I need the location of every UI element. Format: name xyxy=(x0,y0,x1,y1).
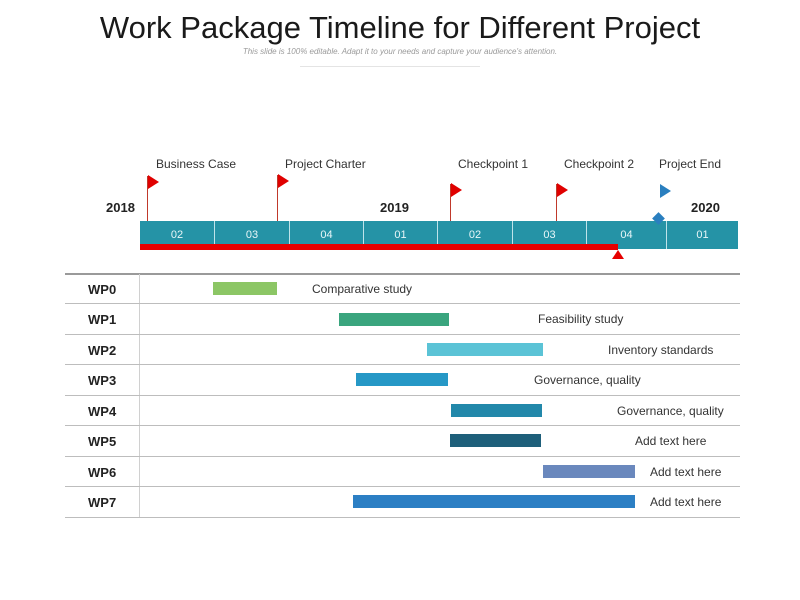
wp-task-wp1: Feasibility study xyxy=(538,312,624,326)
flag-pole xyxy=(147,176,148,221)
quarter-cell: 03 xyxy=(512,221,586,249)
progress-marker-icon xyxy=(612,250,624,259)
row-divider xyxy=(65,334,740,335)
row-divider xyxy=(65,425,740,426)
milestone-label-checkpoint-1: Checkpoint 1 xyxy=(458,157,529,171)
milestone-label-project-end: Project End xyxy=(659,157,722,171)
wp-label-wp7: WP7 xyxy=(88,495,117,510)
wp-task-wp2: Inventory standards xyxy=(608,343,714,357)
wp-bar-wp6 xyxy=(543,465,635,478)
wp-bar-wp7 xyxy=(353,495,635,508)
wp-bar-wp3 xyxy=(356,373,448,386)
flag-pole xyxy=(450,184,451,221)
wp-task-wp6: Add text here xyxy=(650,465,722,479)
quarter-cell: 02 xyxy=(437,221,512,249)
wp-task-wp7: Add text here xyxy=(650,495,722,509)
row-divider xyxy=(65,486,740,487)
quarter-cell: 04 xyxy=(586,221,666,249)
quarter-cell: 03 xyxy=(214,221,289,249)
wp-task-wp4: Governance, quality xyxy=(617,404,724,418)
flag-pole xyxy=(556,184,557,221)
table-bottom-border xyxy=(65,517,740,518)
wp-bar-wp4 xyxy=(451,404,542,417)
progress-bar xyxy=(140,244,618,250)
year-label-2020: 2020 xyxy=(691,200,720,215)
milestone-label-business-case: Business Case xyxy=(156,157,237,171)
flag-pole xyxy=(277,175,278,221)
quarter-cell: 01 xyxy=(363,221,437,249)
wp-bar-wp5 xyxy=(450,434,541,447)
wp-label-wp1: WP1 xyxy=(88,312,117,327)
row-divider xyxy=(65,303,740,304)
quarter-cell: 04 xyxy=(289,221,363,249)
table-top-border xyxy=(65,273,740,275)
wp-task-wp3: Governance, quality xyxy=(534,373,641,387)
year-label-2018: 2018 xyxy=(106,200,135,215)
subtitle-divider xyxy=(300,66,480,67)
wp-label-wp6: WP6 xyxy=(88,465,117,480)
wp-label-wp2: WP2 xyxy=(88,343,117,358)
wp-label-wp4: WP4 xyxy=(88,404,117,419)
row-divider xyxy=(65,395,740,396)
wp-label-wp3: WP3 xyxy=(88,373,117,388)
page-subtitle: This slide is 100% editable. Adapt it to… xyxy=(242,47,558,56)
wp-bar-wp1 xyxy=(339,313,449,326)
quarter-cell: 02 xyxy=(170,229,184,241)
flag-icon xyxy=(148,175,159,189)
row-divider xyxy=(65,456,740,457)
label-column-divider xyxy=(139,274,140,518)
flag-icon xyxy=(451,183,462,197)
year-label-2019: 2019 xyxy=(380,200,409,215)
page-title: Work Package Timeline for Different Proj… xyxy=(99,10,701,45)
flag-icon xyxy=(660,184,671,198)
wp-task-wp0: Comparative study xyxy=(312,282,413,296)
wp-task-wp5: Add text here xyxy=(635,434,707,448)
milestone-label-checkpoint-2: Checkpoint 2 xyxy=(564,157,635,171)
milestone-label-project-charter: Project Charter xyxy=(285,157,366,171)
flag-icon xyxy=(557,183,568,197)
row-divider xyxy=(65,364,740,365)
wp-label-wp5: WP5 xyxy=(88,434,117,449)
quarter-cell: 01 xyxy=(666,221,738,249)
wp-bar-wp2 xyxy=(427,343,543,356)
wp-label-wp0: WP0 xyxy=(88,282,117,297)
wp-bar-wp0 xyxy=(213,282,277,295)
flag-icon xyxy=(278,174,289,188)
